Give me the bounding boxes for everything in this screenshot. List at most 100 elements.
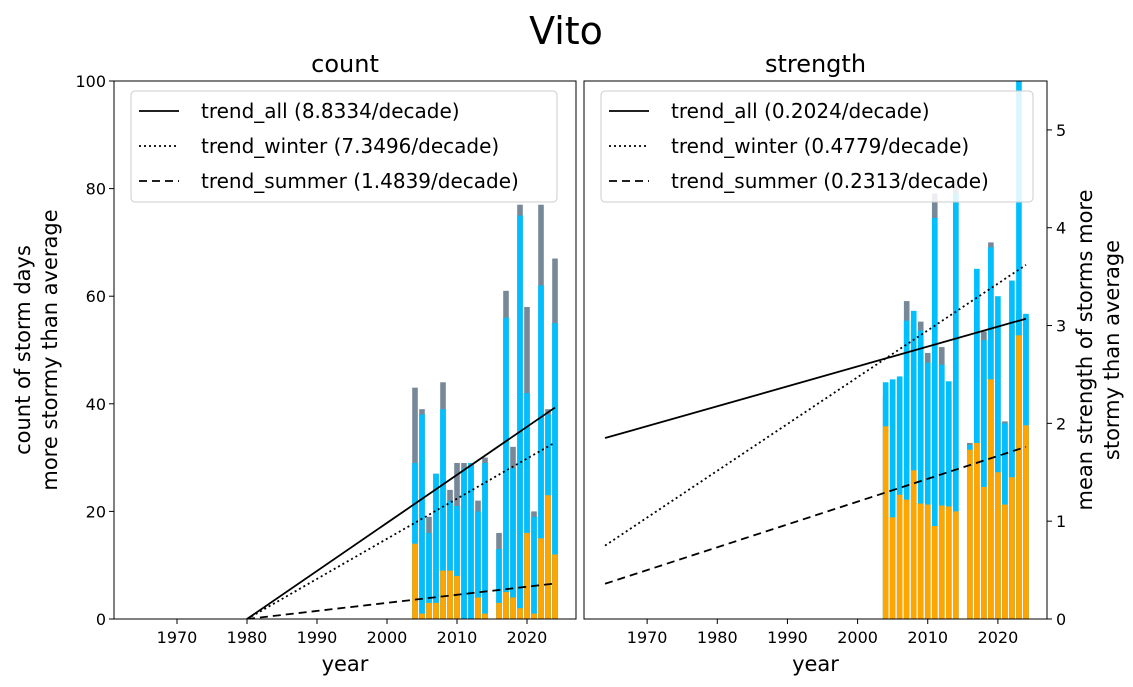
y-tick-label: 20	[86, 502, 106, 521]
legend-box	[130, 90, 558, 203]
bar-winter-2020	[995, 296, 1001, 619]
trend_all-line	[604, 317, 1027, 439]
legend-label-trend_winter: trend_winter (0.4779/decade)	[671, 134, 969, 158]
y-tick-label: 5	[1056, 121, 1066, 140]
bar-winter-2022	[1009, 280, 1015, 619]
y-axis-label: stormy than average	[1100, 240, 1124, 460]
x-tick-label: 1980	[227, 628, 268, 647]
bar-summer-2010	[924, 504, 931, 619]
y-tick-label: 100	[75, 72, 106, 91]
y-tick-label: 80	[86, 180, 106, 199]
bar-summer-2004	[882, 426, 889, 619]
bar-summer-2017	[974, 442, 980, 619]
bar-winter-2018	[510, 468, 516, 619]
trend_all-line	[246, 406, 556, 619]
bar-winter-2005	[889, 379, 896, 619]
bar-summer-2016	[496, 602, 502, 619]
bar-winter-2007	[433, 473, 439, 619]
bar-summer-2023	[1016, 335, 1022, 619]
bar-summer-2014	[953, 511, 959, 619]
bar-summer-2009	[447, 570, 453, 619]
bar-winter-2011	[931, 217, 938, 619]
bar-summer-2021	[531, 613, 537, 619]
bar-winter-2013	[945, 381, 952, 619]
bars-winter	[412, 215, 558, 619]
bar-winter-2004	[412, 462, 418, 619]
bar-summer-2020	[524, 532, 530, 619]
x-tick-label: 2010	[907, 628, 948, 647]
bar-summer-2011	[931, 526, 938, 619]
bar-winter-2016	[496, 549, 502, 619]
bar-summer-2023	[545, 495, 551, 619]
x-tick-label: 2010	[437, 628, 478, 647]
bar-summer-2019	[517, 608, 523, 619]
bar-summer-2005	[889, 517, 896, 619]
x-tick-label: 1970	[627, 628, 668, 647]
bar-winter-2008	[910, 310, 917, 619]
legend-label-trend_all: trend_all (8.8334/decade)	[201, 99, 460, 123]
bar-summer-2006	[426, 602, 432, 619]
plot-frame	[113, 80, 577, 620]
bar-summer-2024	[552, 554, 558, 619]
bar-summer-2018	[510, 597, 516, 619]
bar-summer-2024	[1023, 425, 1029, 619]
figure-title: Vito	[529, 9, 603, 53]
y-tick-label: 0	[1056, 610, 1066, 629]
bar-winter-2010	[454, 506, 460, 619]
y-axis-label: mean strength of storms more	[1073, 189, 1097, 510]
bar-winter-2008	[440, 409, 446, 619]
bar-summer-2013	[945, 506, 952, 619]
bar-winter-2009	[447, 500, 453, 619]
x-tick-label: 2000	[837, 628, 878, 647]
trend_winter-line	[604, 264, 1027, 547]
bar-summer-2016	[967, 449, 973, 619]
bar-summer-2010	[454, 575, 460, 619]
y-tick-label: 3	[1056, 317, 1066, 336]
y-tick-label: 40	[86, 395, 106, 414]
bar-summer-2007	[433, 602, 439, 619]
bar-winter-2014	[482, 462, 488, 619]
bar-summer-2008	[910, 470, 917, 619]
trend_summer-line	[604, 445, 1027, 585]
y-tick-label: 4	[1056, 219, 1066, 238]
bar-summer-2014	[482, 613, 488, 619]
bar-winter-2009	[917, 330, 924, 619]
bar-winter-2011	[461, 468, 467, 619]
subplot-title: count	[311, 50, 379, 78]
x-axis-label: year	[792, 652, 839, 676]
bar-summer-2005	[419, 613, 425, 619]
y-tick-label: 0	[96, 610, 106, 629]
x-axis-label: year	[322, 652, 369, 676]
bar-winter-2014	[953, 193, 959, 619]
bar-winter-2017	[503, 317, 509, 619]
x-tick-label: 2020	[978, 628, 1019, 647]
bars-summer	[882, 335, 1029, 619]
bar-summer-2008	[440, 570, 446, 619]
bar-winter-2019	[517, 215, 523, 619]
bar-winter-2012	[938, 364, 945, 619]
y-axis-label: more stormy than average	[38, 209, 62, 490]
trend_winter-line	[246, 441, 556, 619]
legend-box	[600, 90, 1034, 203]
bar-winter-2006	[426, 532, 432, 619]
x-tick-label: 2000	[367, 628, 408, 647]
bar-winter-2022	[538, 285, 544, 619]
bar-summer-2006	[896, 494, 903, 619]
bar-summer-2020	[995, 472, 1001, 619]
bar-winter-2021	[531, 516, 537, 619]
bar-summer-2018	[981, 486, 987, 619]
bar-summer-2009	[917, 503, 924, 619]
plot-area	[246, 204, 558, 619]
bar-winter-2020	[524, 393, 530, 619]
bar-winter-2012	[468, 462, 474, 619]
bar-summer-2013	[475, 597, 481, 619]
y-tick-label: 1	[1056, 512, 1066, 531]
x-tick-label: 2020	[507, 628, 548, 647]
plot-frame	[583, 80, 1048, 620]
y-tick-label: 60	[86, 287, 106, 306]
bars-summer	[412, 495, 558, 619]
bar-summer-2022	[538, 538, 544, 619]
y-axis-label: count of storm days	[11, 245, 35, 455]
bar-winter-2018	[981, 340, 987, 619]
strength-chart: 1970 1980 1990 2000 2010 2020 0 1 2 3 4 5 strength ye…	[583, 50, 1124, 676]
